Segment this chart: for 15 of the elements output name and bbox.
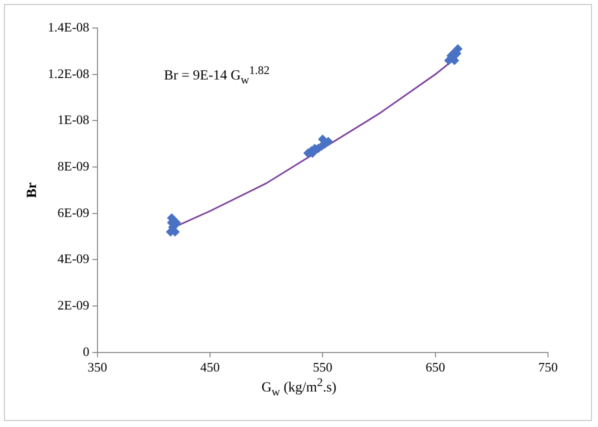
- y-tick-label: 1E-08: [58, 112, 90, 128]
- y-axis-title: Br: [25, 182, 40, 198]
- x-tick-label: 750: [538, 360, 558, 375]
- y-tick-label: 4E-09: [58, 251, 90, 266]
- x-tick-label: 650: [426, 360, 446, 375]
- x-tick-label: 450: [200, 360, 220, 375]
- x-tick-label: 550: [312, 360, 332, 375]
- y-tick-label: 0: [82, 344, 90, 359]
- y-tick-label: 8E-09: [58, 158, 90, 174]
- y-tick-label: 1.2E-08: [48, 66, 90, 81]
- y-tick-label: 2E-09: [58, 297, 90, 312]
- y-tick-label: 1.4E-08: [48, 19, 90, 34]
- x-axis-title: G$_{w}$ (kg/m$^{2}$.s): [260, 376, 338, 398]
- y-tick-label: 6E-09: [58, 204, 90, 220]
- x-tick-label: 350: [88, 360, 108, 375]
